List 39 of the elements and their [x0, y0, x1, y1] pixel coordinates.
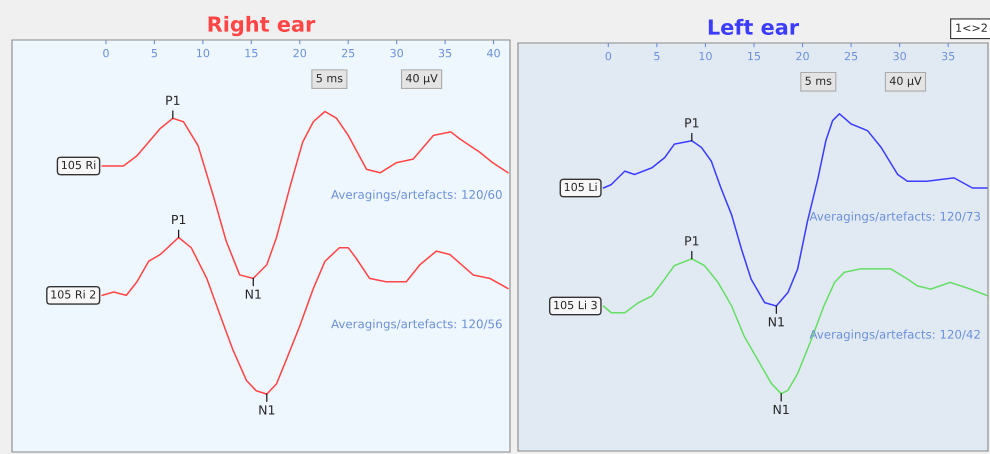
text: 1<>2: [956, 24, 987, 32]
series-label: 105 Ri 2: [51, 290, 96, 299]
text: 5 ms: [316, 74, 342, 82]
x-tick-label: 0: [103, 48, 109, 58]
x-tick-label: 10: [197, 48, 210, 58]
x-tick-label: 15: [245, 49, 258, 58]
x-tick-label: 20: [796, 52, 809, 60]
series-label: 105 Ri: [62, 160, 96, 170]
chart-title: Left ear: [708, 18, 800, 35]
annotation: N1: [768, 317, 784, 326]
x-tick-label: 30: [893, 52, 906, 60]
x-tick-label: 35: [942, 52, 954, 60]
annotation: Averagings/artefacts: 120/73: [810, 212, 980, 224]
annotation: P1: [166, 96, 180, 105]
x-tick-label: 5: [152, 49, 157, 58]
annotation: N1: [259, 405, 274, 414]
x-tick-label: 35: [438, 48, 452, 58]
annotation: P1: [685, 236, 698, 246]
x-tick-label: 25: [844, 52, 858, 60]
text: 5 ms: [806, 76, 832, 85]
annotation: P1: [172, 214, 186, 224]
text: 40 µV: [406, 74, 438, 85]
annotation: P1: [685, 118, 698, 128]
x-tick-label: 25: [342, 48, 354, 58]
series-label: 105 Li: [564, 182, 597, 192]
annotation: N1: [246, 290, 261, 299]
annotation: Averagings/artefacts: 120/56: [331, 319, 502, 331]
x-tick-label: 5: [654, 52, 660, 60]
x-tick-label: 0: [606, 52, 612, 60]
x-tick-label: 20: [294, 48, 306, 58]
chart-title: Right ear: [208, 16, 316, 36]
series-label: 105 Li 3: [554, 300, 597, 310]
annotation: Averagings/artefacts: 120/60: [331, 190, 502, 202]
x-tick-label: 15: [748, 52, 760, 60]
annotation: N1: [774, 404, 789, 414]
x-tick-label: 40: [487, 48, 500, 58]
x-tick-label: 30: [390, 48, 403, 58]
text: 40 µV: [890, 76, 922, 88]
x-tick-label: 10: [700, 52, 712, 60]
